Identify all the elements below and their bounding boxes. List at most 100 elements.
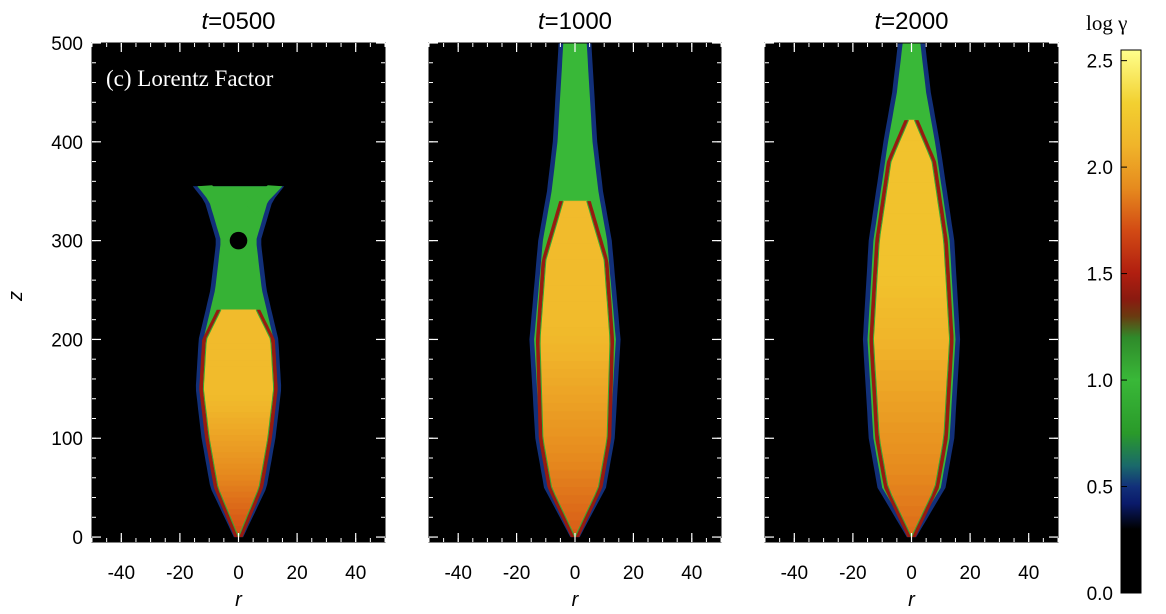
x-tick-label: -20 — [503, 563, 530, 584]
jet-core-band — [205, 343, 272, 350]
jet-core-band — [203, 371, 274, 379]
jet-core-band — [548, 469, 602, 479]
x-axis-label: r — [235, 589, 243, 611]
jet-core-band — [211, 451, 266, 458]
y-tick-label: 400 — [51, 133, 83, 154]
jet-core-band — [545, 251, 605, 261]
x-tick-label: 0 — [906, 563, 917, 584]
jet-core-band — [889, 161, 934, 173]
jet-core-band — [212, 320, 265, 328]
x-tick-label: 20 — [960, 563, 981, 584]
colorbar: log γ 0.0 0.5 1.0 1.5 2.0 2.5 — [1086, 11, 1142, 605]
jet-core-band — [541, 402, 609, 412]
jet-core-band — [546, 461, 604, 471]
jet-core-band — [209, 326, 268, 333]
x-tick-label: 40 — [1018, 563, 1039, 584]
jet-core-band — [874, 307, 949, 319]
jet-core-band — [540, 385, 610, 395]
core-edge-left — [539, 200, 576, 538]
x-tick-label: -40 — [781, 563, 808, 584]
jet-core-band — [542, 427, 608, 437]
x-tick-label: -40 — [444, 563, 471, 584]
jet-core-band — [221, 496, 256, 504]
jet-core-band — [885, 474, 938, 486]
jet-core-band — [540, 368, 610, 378]
jet-core-band — [552, 226, 598, 235]
y-tick-label: 100 — [51, 429, 83, 450]
jet-core-band — [891, 495, 932, 507]
jet-core-band — [873, 338, 950, 350]
y-tick-label: 300 — [51, 232, 83, 253]
head-cavity — [229, 231, 248, 250]
jet-core-band — [214, 468, 263, 475]
jet-core-band — [555, 217, 595, 227]
jet-core-band — [204, 360, 273, 367]
jet-core-band — [876, 276, 947, 288]
x-tick-label: -20 — [166, 563, 193, 584]
jet-core-band — [878, 432, 945, 444]
jet-core-band — [541, 393, 609, 404]
jet-core-band — [205, 406, 272, 413]
colorbar-tick-label: 1.0 — [1087, 371, 1113, 392]
y-tick-label: 0 — [72, 528, 83, 549]
colorbar-tick-label: 1.5 — [1087, 265, 1113, 286]
jet-core-band — [873, 349, 950, 361]
jet-core-band — [540, 360, 610, 370]
jet-core-band — [545, 452, 605, 462]
jet-core-band — [203, 377, 274, 385]
jet-core-band — [887, 484, 936, 496]
jet-core-band — [885, 182, 938, 194]
core-edge-right — [911, 119, 951, 538]
panel-2: -40 -20 0 20 40 r t=1000 — [428, 8, 722, 611]
jet-core-band — [877, 422, 946, 434]
jet-core-band — [881, 453, 942, 465]
x-tick-label: 20 — [623, 563, 644, 584]
jet-core-band — [876, 390, 947, 402]
head-wing-left — [197, 185, 233, 214]
jet-core-band — [875, 380, 948, 392]
core-edge-left — [202, 309, 239, 538]
jet-core-band — [214, 315, 263, 322]
jet-core-band — [558, 503, 592, 513]
x-axis-label: r — [908, 589, 916, 611]
jet-core-band — [539, 343, 611, 353]
y-axis-label: z — [5, 291, 27, 302]
jet-core-band — [223, 502, 254, 510]
jet-core-band — [541, 309, 609, 320]
jet-core-band — [216, 479, 261, 487]
jet-core-band — [890, 151, 933, 163]
jet-core-band — [541, 410, 609, 420]
x-tick-label: 40 — [345, 563, 366, 584]
x-tick-label: -40 — [108, 563, 135, 584]
jet-core-band — [207, 423, 270, 430]
x-tick-label: 0 — [570, 563, 581, 584]
jet-core-band — [543, 276, 607, 286]
jet-core-band — [878, 244, 945, 256]
jet-core-band — [549, 477, 601, 488]
jet-core-band — [219, 491, 258, 498]
jet-core-band — [873, 317, 950, 329]
colorbar-tick-label: 0.0 — [1087, 584, 1113, 605]
jet-core-band — [558, 209, 592, 219]
core-edge-right — [238, 309, 275, 538]
colorbar-title: log γ — [1086, 11, 1127, 35]
jet-core-band — [217, 485, 260, 492]
jet-core-band — [213, 462, 264, 470]
head-wing-right — [244, 185, 283, 214]
jet-core-band — [203, 388, 274, 396]
jet-core-band — [209, 440, 268, 447]
jet-core-band — [539, 326, 611, 336]
jet-core-band — [540, 318, 610, 328]
jet-core-band — [539, 351, 611, 362]
panel-title: t=1000 — [538, 8, 612, 35]
jet-core-band — [203, 366, 274, 373]
jet-core-band — [212, 457, 265, 464]
jet-core-band — [876, 401, 947, 413]
jet-core-band — [550, 234, 600, 244]
x-tick-label: 0 — [233, 563, 244, 584]
panel-label: (c) Lorentz Factor — [106, 66, 274, 91]
jet-core-band — [205, 411, 272, 419]
core-edge-left — [872, 119, 912, 538]
jet-core-band — [547, 242, 603, 252]
jet-core-band — [541, 419, 609, 429]
